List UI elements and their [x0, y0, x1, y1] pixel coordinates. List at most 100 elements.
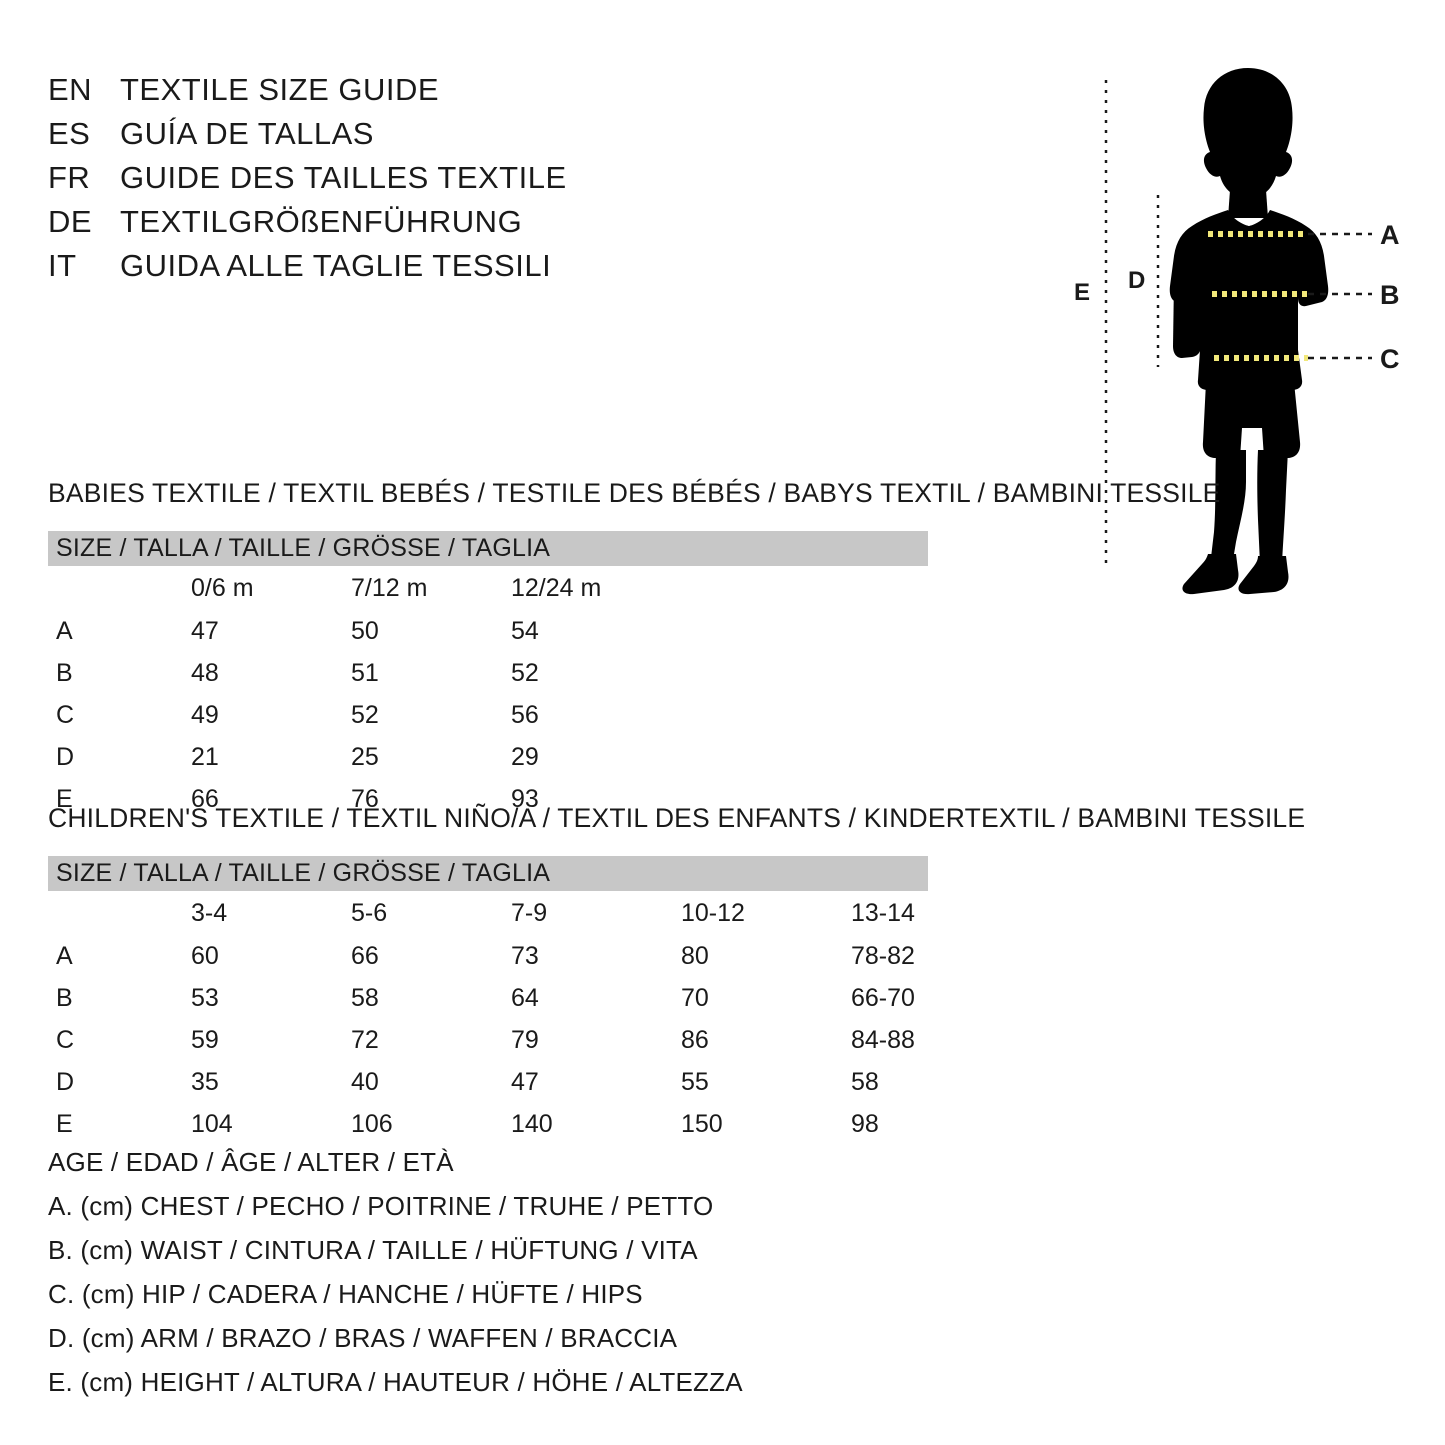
children-corner-cell — [48, 891, 143, 933]
children-size-header-bar: SIZE / TALLA / TAILLE / GRÖSSE / TAGLIA — [48, 856, 928, 891]
children-column-header: 3-4 — [191, 899, 228, 927]
language-row: IT GUIDA ALLE TAGLIE TESSILI — [48, 248, 668, 292]
children-cell: 64 — [511, 984, 539, 1012]
babies-cell: 29 — [511, 743, 539, 771]
babies-row-label: C — [56, 701, 75, 729]
babies-section-title: BABIES TEXTILE / TEXTIL BEBÉS / TESTILE … — [48, 478, 1221, 508]
children-size-header-label: SIZE / TALLA / TAILLE / GRÖSSE / TAGLIA — [56, 859, 551, 887]
babies-corner-cell — [48, 566, 143, 608]
children-cell: 73 — [511, 942, 539, 970]
children-row-label: B — [56, 984, 73, 1012]
language-row: FR GUIDE DES TAILLES TEXTILE — [48, 160, 668, 204]
children-cell: 58 — [851, 1068, 879, 1096]
babies-column-header: 0/6 m — [191, 574, 254, 602]
children-cell: 66-70 — [851, 984, 915, 1012]
language-row: EN TEXTILE SIZE GUIDE — [48, 72, 668, 116]
children-cell: 78-82 — [851, 942, 915, 970]
children-cell: 86 — [681, 1026, 709, 1054]
measure-label-d: D — [1128, 267, 1145, 294]
babies-cell: 52 — [351, 701, 379, 729]
children-column-header: 10-12 — [681, 899, 745, 927]
legend-line-arm: D. (cm) ARM / BRAZO / BRAS / WAFFEN / BR… — [48, 1323, 678, 1353]
language-title-it: GUIDA ALLE TAGLIE TESSILI — [120, 248, 552, 283]
children-cell: 80 — [681, 942, 709, 970]
children-row-label: A — [56, 942, 73, 970]
language-code-en: EN — [48, 72, 93, 107]
babies-size-table: SIZE / TALLA / TAILLE / GRÖSSE / TAGLIA … — [48, 531, 928, 820]
babies-size-header-label: SIZE / TALLA / TAILLE / GRÖSSE / TAGLIA — [56, 534, 551, 562]
language-title-en: TEXTILE SIZE GUIDE — [120, 72, 440, 107]
children-cell: 98 — [851, 1110, 879, 1138]
babies-cell: 54 — [511, 617, 539, 645]
babies-row-label: E — [56, 785, 73, 813]
children-cell: 58 — [351, 984, 379, 1012]
babies-cell: 47 — [191, 617, 219, 645]
child-silhouette-diagram: A B C D E — [1074, 68, 1400, 595]
language-row: DE TEXTILGRÖßENFÜHRUNG — [48, 204, 668, 248]
measure-label-b: B — [1380, 280, 1400, 310]
babies-row-label: B — [56, 659, 73, 687]
language-row: ES GUÍA DE TALLAS — [48, 116, 668, 160]
legend-line-age: AGE / EDAD / ÂGE / ALTER / ETÀ — [48, 1147, 454, 1177]
child-silhouette-body — [1169, 68, 1329, 595]
children-row-label: E — [56, 1110, 73, 1138]
language-title-es: GUÍA DE TALLAS — [120, 116, 374, 151]
children-cell: 70 — [681, 984, 709, 1012]
language-code-it: IT — [48, 248, 77, 283]
language-header-block: EN TEXTILE SIZE GUIDE ES GUÍA DE TALLAS … — [48, 72, 668, 292]
children-cell: 104 — [191, 1110, 233, 1138]
language-title-de: TEXTILGRÖßENFÜHRUNG — [120, 204, 523, 239]
babies-cell: 21 — [191, 743, 219, 771]
children-cell: 66 — [351, 942, 379, 970]
language-code-de: DE — [48, 204, 93, 239]
measurement-figure-panel: A B C D E — [1040, 50, 1445, 610]
children-table-grid: 3-4 5-6 7-9 10-12 13-14 A 60 66 73 80 78… — [48, 891, 928, 1145]
babies-cell: 66 — [191, 785, 219, 813]
children-cell: 35 — [191, 1068, 219, 1096]
language-code-fr: FR — [48, 160, 91, 195]
children-column-header: 7-9 — [511, 899, 548, 927]
language-title-fr: GUIDE DES TAILLES TEXTILE — [120, 160, 567, 195]
babies-column-header: 7/12 m — [351, 574, 428, 602]
babies-cell: 25 — [351, 743, 379, 771]
language-code-es: ES — [48, 116, 91, 151]
children-cell: 150 — [681, 1110, 723, 1138]
babies-row-label: D — [56, 743, 75, 771]
children-cell: 140 — [511, 1110, 553, 1138]
legend-line-hip: C. (cm) HIP / CADERA / HANCHE / HÜFTE / … — [48, 1279, 643, 1309]
babies-cell: 93 — [511, 785, 539, 813]
babies-cell: 51 — [351, 659, 379, 687]
children-cell: 106 — [351, 1110, 393, 1138]
legend-line-height: E. (cm) HEIGHT / ALTURA / HAUTEUR / HÖHE… — [48, 1367, 743, 1397]
babies-row-label: A — [56, 617, 73, 645]
babies-column-header: 12/24 m — [511, 574, 602, 602]
children-column-header: 5-6 — [351, 899, 388, 927]
children-cell: 60 — [191, 942, 219, 970]
measurement-legend: AGE / EDAD / ÂGE / ALTER / ETÀ A. (cm) C… — [48, 1140, 848, 1404]
babies-cell: 50 — [351, 617, 379, 645]
children-cell: 59 — [191, 1026, 219, 1054]
measure-label-c: C — [1380, 344, 1400, 374]
measure-label-a: A — [1380, 220, 1400, 250]
measure-label-e: E — [1074, 279, 1090, 306]
babies-cell: 76 — [351, 785, 379, 813]
babies-table-grid: 0/6 m 7/12 m 12/24 m A 47 50 54 B 48 51 … — [48, 566, 928, 820]
children-cell: 40 — [351, 1068, 379, 1096]
children-row-label: C — [56, 1026, 75, 1054]
children-cell: 84-88 — [851, 1026, 915, 1054]
children-cell: 53 — [191, 984, 219, 1012]
legend-line-chest: A. (cm) CHEST / PECHO / POITRINE / TRUHE… — [48, 1191, 714, 1221]
babies-cell: 52 — [511, 659, 539, 687]
children-section-title: CHILDREN'S TEXTILE / TEXTIL NIÑO/A / TEX… — [48, 803, 1306, 833]
children-column-header: 13-14 — [851, 899, 915, 927]
children-cell: 47 — [511, 1068, 539, 1096]
children-cell: 79 — [511, 1026, 539, 1054]
legend-line-waist: B. (cm) WAIST / CINTURA / TAILLE / HÜFTU… — [48, 1235, 698, 1265]
babies-cell: 48 — [191, 659, 219, 687]
babies-cell: 56 — [511, 701, 539, 729]
children-cell: 55 — [681, 1068, 709, 1096]
babies-cell: 49 — [191, 701, 219, 729]
babies-size-header-bar: SIZE / TALLA / TAILLE / GRÖSSE / TAGLIA — [48, 531, 928, 566]
children-row-label: D — [56, 1068, 75, 1096]
children-cell: 72 — [351, 1026, 379, 1054]
